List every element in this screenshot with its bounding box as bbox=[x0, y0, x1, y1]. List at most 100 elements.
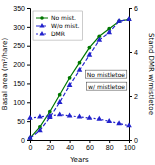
y2-axis-tick: 4 bbox=[129, 49, 138, 56]
point bbox=[37, 114, 43, 119]
tick-label: 0 bbox=[29, 144, 33, 151]
annotation-text: No mistletoe bbox=[87, 71, 125, 78]
annotation-text: w/ mistletoe bbox=[88, 83, 125, 90]
point bbox=[87, 115, 93, 120]
point bbox=[67, 82, 73, 87]
legend-label: DMR bbox=[51, 30, 65, 37]
point bbox=[58, 93, 62, 97]
legend-label: W/o mist. bbox=[51, 22, 80, 29]
tick-label: 250 bbox=[13, 42, 25, 49]
annotation: No mistletoe bbox=[85, 70, 126, 78]
annotation-box bbox=[87, 82, 127, 90]
y-axis-tick: 150 bbox=[13, 80, 30, 87]
chart: 0204060801000501001502002503003500246Yea… bbox=[0, 0, 155, 165]
point bbox=[68, 76, 72, 80]
tick-label: 350 bbox=[13, 5, 25, 12]
point bbox=[77, 67, 83, 72]
legend-item: DMR bbox=[36, 30, 65, 37]
tick-mark bbox=[27, 121, 30, 122]
tick-label: 200 bbox=[13, 61, 25, 68]
y-axis-title: Basal area (m²/hare) bbox=[1, 38, 9, 111]
y-axis-tick: 200 bbox=[13, 61, 30, 68]
point bbox=[27, 115, 33, 120]
tick-mark bbox=[27, 46, 30, 47]
tick-mark bbox=[70, 140, 71, 143]
tick-label: 50 bbox=[17, 118, 25, 125]
tick-mark bbox=[27, 8, 30, 9]
point bbox=[47, 113, 53, 118]
legend-items: No mist.W/o mist.DMR bbox=[36, 14, 80, 37]
y-axis-tick: 100 bbox=[13, 99, 30, 106]
y2-axis-tick: 2 bbox=[129, 93, 138, 100]
point bbox=[116, 120, 122, 125]
tick-mark bbox=[109, 140, 110, 143]
point bbox=[116, 18, 122, 23]
tick-label: 100 bbox=[124, 144, 136, 151]
tick-mark bbox=[27, 27, 30, 28]
x-axis-title: Years bbox=[69, 156, 89, 164]
tick-label: 150 bbox=[13, 80, 25, 87]
tick-label: 300 bbox=[13, 24, 25, 31]
legend-box bbox=[33, 11, 83, 40]
plot: 0204060801000501001502002503003500246Yea… bbox=[1, 5, 155, 164]
point bbox=[106, 29, 112, 34]
tick-label: 2 bbox=[134, 93, 138, 100]
annotation: w/ mistletoe bbox=[87, 82, 127, 90]
tick-label: 4 bbox=[134, 49, 138, 56]
legend-marker bbox=[39, 31, 44, 36]
point bbox=[67, 113, 73, 118]
tick-label: 6 bbox=[134, 5, 138, 12]
tick-label: 0 bbox=[21, 137, 25, 144]
tick-mark bbox=[27, 102, 30, 103]
point bbox=[96, 116, 102, 121]
legend-marker bbox=[39, 23, 44, 28]
tick-mark bbox=[129, 52, 132, 53]
tick-mark bbox=[27, 83, 30, 84]
x-axis-tick: 60 bbox=[86, 140, 94, 151]
legend-item: W/o mist. bbox=[36, 22, 80, 29]
point bbox=[126, 16, 132, 21]
legend: No mist.W/o mist.DMR bbox=[33, 11, 83, 40]
x-axis-tick: 0 bbox=[29, 140, 33, 151]
y-axis-tick: 250 bbox=[13, 42, 30, 49]
y2-axis-title: Stand DMR w/mistletoe bbox=[147, 33, 155, 115]
point bbox=[37, 127, 43, 132]
y-axis-tick: 300 bbox=[13, 24, 30, 31]
x-axis-tick: 80 bbox=[106, 140, 114, 151]
point bbox=[27, 135, 33, 140]
tick-label: 80 bbox=[106, 144, 114, 151]
y-axis-line bbox=[27, 9, 31, 141]
x-axis-line bbox=[31, 141, 130, 144]
y-axis-tick: 350 bbox=[13, 5, 30, 12]
point bbox=[87, 52, 93, 57]
point bbox=[126, 122, 132, 127]
annotations: No mistletoe w/ mistletoe bbox=[85, 70, 126, 90]
tick-mark bbox=[27, 140, 30, 141]
point bbox=[88, 46, 92, 50]
x-axis-tick: 40 bbox=[66, 140, 74, 151]
tick-label: 60 bbox=[86, 144, 94, 151]
tick-mark bbox=[129, 96, 132, 97]
y2-axis-line bbox=[130, 9, 133, 141]
x-axis-tick: 20 bbox=[46, 140, 54, 151]
tick-mark bbox=[89, 140, 90, 143]
legend-marker bbox=[40, 16, 44, 20]
y2-axis: 0 2 4 6 bbox=[129, 5, 138, 144]
y2-axis-tick: 6 bbox=[129, 5, 138, 12]
point bbox=[78, 61, 82, 65]
point bbox=[57, 99, 63, 104]
tick-label: 0 bbox=[134, 137, 138, 144]
point bbox=[77, 114, 83, 119]
point bbox=[96, 37, 102, 42]
annotation-box bbox=[85, 70, 126, 78]
legend-item: No mist. bbox=[36, 14, 76, 21]
tick-label: 40 bbox=[66, 144, 74, 151]
point bbox=[57, 111, 63, 116]
tick-mark bbox=[50, 140, 51, 143]
x-axis: 0 20 40 60 80 100 bbox=[29, 140, 136, 151]
legend-label: No mist. bbox=[51, 14, 76, 21]
tick-mark bbox=[129, 140, 132, 141]
tick-mark bbox=[27, 65, 30, 66]
tick-mark bbox=[129, 8, 132, 9]
tick-label: 100 bbox=[13, 99, 25, 106]
